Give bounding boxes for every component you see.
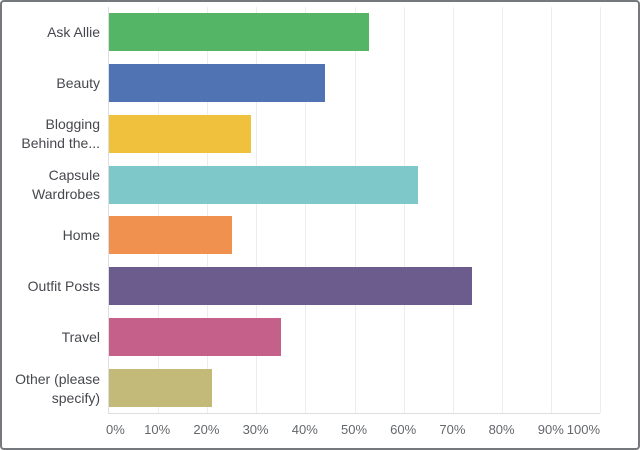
bar-row: [109, 159, 600, 210]
category-label: Blogging Behind the...: [21, 116, 100, 152]
gridline: [600, 7, 601, 413]
bar-row: [109, 312, 600, 363]
x-tick-label: 80%: [488, 422, 515, 437]
category-label: Capsule Wardrobes: [32, 167, 100, 203]
category-label-cell: Beauty: [2, 58, 100, 109]
gridline: [452, 7, 454, 413]
category-label: Travel: [61, 329, 100, 346]
gridline: [403, 7, 405, 413]
bar: [109, 114, 252, 153]
category-label: Outfit Posts: [27, 278, 100, 295]
bar-row: [109, 58, 600, 109]
category-label: Other (please specify): [15, 370, 100, 406]
gridline: [158, 7, 160, 413]
bar-row: [109, 109, 600, 160]
x-tick-label: 60%: [390, 422, 417, 437]
x-tick-label: 30%: [242, 422, 269, 437]
x-tick-label: 20%: [193, 422, 220, 437]
x-tick-label: 40%: [291, 422, 318, 437]
bar-row: [109, 7, 600, 58]
plot-area: [108, 7, 601, 414]
x-tick-label: 0%: [106, 422, 125, 437]
x-tick-label: 70%: [439, 422, 466, 437]
gridline: [207, 7, 209, 413]
gridline: [501, 7, 503, 413]
x-tick-label: 90%: [537, 422, 564, 437]
category-label: Home: [62, 227, 100, 244]
x-axis: 0% 10% 20% 30% 40% 50% 60% 70% 80% 90% 100%: [106, 422, 600, 442]
category-label-cell: Capsule Wardrobes: [2, 160, 100, 211]
gridline: [354, 7, 356, 413]
bar: [109, 267, 473, 306]
gridline: [256, 7, 258, 413]
bar: [109, 216, 232, 255]
category-label-cell: Other (please specify): [2, 363, 100, 414]
bar: [109, 165, 419, 204]
bar: [109, 317, 281, 356]
x-tick-label: 10%: [144, 422, 171, 437]
bar: [109, 64, 326, 103]
bar: [109, 13, 370, 52]
category-label-cell: Blogging Behind the...: [2, 109, 100, 160]
category-label-cell: Home: [2, 211, 100, 262]
gridline: [305, 7, 307, 413]
category-label-cell: Ask Allie: [2, 7, 100, 58]
category-label-cell: Travel: [2, 312, 100, 363]
category-label: Ask Allie: [47, 23, 100, 40]
category-label: Beauty: [56, 74, 100, 91]
bar-row: [109, 362, 600, 413]
category-label-cell: Outfit Posts: [2, 261, 100, 312]
gridline: [550, 7, 552, 413]
bar-row: [109, 261, 600, 312]
bar-row: [109, 210, 600, 261]
x-tick-label: 100%: [566, 422, 600, 437]
x-tick-label: 50%: [340, 422, 368, 437]
bar: [109, 368, 213, 407]
category-labels: Ask Allie Beauty Blogging Behind the... Cap…: [2, 7, 100, 414]
